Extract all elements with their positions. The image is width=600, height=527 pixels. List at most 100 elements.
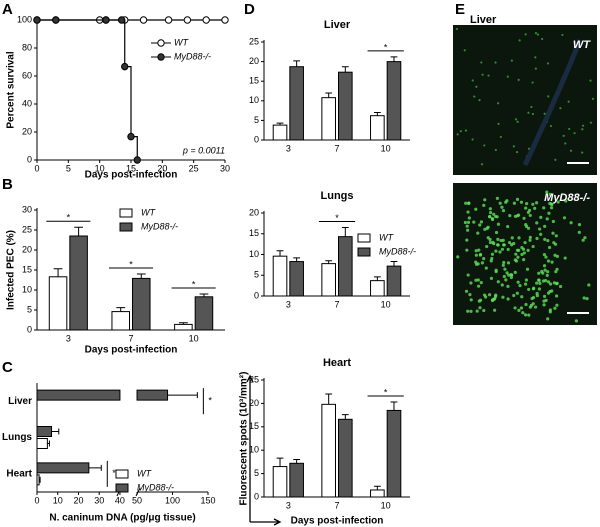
x-tick-label: 7 bbox=[334, 299, 339, 309]
fluorescence-dot bbox=[459, 130, 462, 133]
fluorescence-dot bbox=[552, 281, 557, 285]
fluorescence-dot bbox=[474, 249, 478, 253]
fluorescence-dot bbox=[551, 219, 555, 224]
x-tick-label: 7 bbox=[334, 143, 339, 153]
fluorescence-dot bbox=[478, 223, 482, 227]
fluorescence-dot bbox=[500, 205, 504, 209]
y-tick-label: 0 bbox=[27, 154, 32, 164]
error-bar bbox=[276, 122, 284, 126]
significance-star: * bbox=[208, 396, 212, 406]
y-tick-label: 80 bbox=[22, 42, 32, 52]
fluorescence-dot bbox=[537, 278, 541, 282]
fluorescence-dot bbox=[553, 306, 557, 310]
fluorescence-dot bbox=[487, 74, 490, 77]
fluorescence-dot bbox=[547, 95, 550, 98]
fluorescence-dot bbox=[485, 226, 489, 230]
fluorescence-dot bbox=[516, 214, 520, 218]
fluorescence-dot bbox=[561, 33, 564, 37]
fluorescence-dot bbox=[525, 267, 530, 271]
fluorescence-dot bbox=[465, 224, 469, 228]
fluorescence-dot bbox=[577, 230, 581, 235]
x-tick-label: 50 bbox=[132, 495, 142, 505]
fluorescence-dot bbox=[545, 217, 549, 221]
legend-label: MyD88-/- bbox=[174, 51, 211, 61]
fluorescence-dot bbox=[496, 280, 500, 284]
fluorescence-dot bbox=[488, 215, 492, 219]
x-tick-label: 3 bbox=[286, 299, 291, 309]
bar bbox=[36, 426, 53, 437]
fluorescence-dot bbox=[502, 243, 506, 247]
error-bar bbox=[341, 227, 349, 237]
fluorescence-dot bbox=[506, 284, 510, 289]
fluorescence-dot bbox=[542, 299, 546, 303]
fluorescence-dot bbox=[474, 278, 478, 282]
fluorescence-dot bbox=[499, 135, 502, 139]
fluorescence-dot bbox=[539, 215, 543, 219]
error-bar bbox=[276, 250, 284, 257]
y-tick-label: 60 bbox=[22, 70, 32, 80]
fluorescence-dot bbox=[544, 255, 548, 259]
fluorescence-dot bbox=[546, 291, 551, 295]
fluorescence-dot bbox=[524, 33, 527, 36]
fluorescence-dot bbox=[510, 273, 514, 277]
bar bbox=[174, 323, 193, 331]
fluorescence-dot bbox=[506, 261, 511, 265]
error-bar bbox=[390, 261, 398, 267]
fluorescence-dot bbox=[480, 261, 485, 265]
fluorescence-dot bbox=[495, 196, 499, 200]
fluorescence-dot bbox=[547, 245, 552, 250]
fluorescence-dot bbox=[536, 33, 540, 36]
fluorescence-dot bbox=[531, 295, 536, 300]
fluorescence-dot bbox=[524, 278, 528, 282]
fluorescence-dot bbox=[510, 236, 514, 240]
y-tick-label: 15 bbox=[22, 264, 32, 274]
bar bbox=[272, 255, 288, 297]
fluorescence-dot bbox=[471, 79, 474, 82]
fluorescence-dot bbox=[506, 75, 509, 78]
fluorescence-dot bbox=[482, 203, 486, 207]
image-label: MyD88-/- bbox=[544, 192, 590, 204]
fluorescence-dot bbox=[501, 208, 506, 213]
fluorescence-dot bbox=[455, 27, 459, 31]
x-tick-label: 10 bbox=[189, 333, 199, 343]
error-bar bbox=[325, 393, 333, 405]
fluorescence-dot bbox=[581, 238, 585, 242]
fluorescence-dot bbox=[545, 190, 549, 194]
fluorescence-dot bbox=[526, 248, 530, 252]
legend-swatch bbox=[115, 483, 129, 493]
fluorescence-dot bbox=[543, 224, 547, 228]
fluorescence-dot bbox=[476, 278, 480, 282]
fluorescence-dot bbox=[484, 295, 488, 299]
fluorescence-dot bbox=[517, 248, 521, 252]
significance-star: * bbox=[335, 213, 339, 223]
fluorescence-dot bbox=[505, 271, 509, 275]
x-tick-label: 0 bbox=[34, 163, 39, 173]
bar bbox=[132, 277, 151, 331]
fluorescence-dot bbox=[479, 220, 484, 224]
fluorescence-dot bbox=[581, 128, 584, 131]
fluorescence-dot bbox=[506, 297, 510, 301]
fluorescence-dot bbox=[531, 244, 535, 249]
y-tick-label: 25 bbox=[22, 224, 32, 234]
fluorescence-dot bbox=[514, 118, 518, 121]
fluorescence-dot bbox=[524, 206, 528, 210]
fluorescence-dot bbox=[476, 284, 481, 288]
y-tick-label: 15 bbox=[249, 76, 259, 86]
fluorescence-dot bbox=[589, 121, 593, 124]
legend-swatch bbox=[115, 469, 129, 479]
fluorescence-dot bbox=[490, 298, 495, 303]
fluorescence-dot bbox=[512, 293, 516, 298]
fluorescence-dot bbox=[483, 144, 486, 147]
fluorescence-dot bbox=[533, 206, 537, 211]
fluorescence-dot bbox=[562, 134, 565, 137]
x-tick-label: 150 bbox=[200, 495, 215, 505]
fluorescence-dot bbox=[542, 264, 547, 268]
error-bar bbox=[341, 66, 349, 73]
significance-star: * bbox=[112, 468, 116, 478]
fluorescence-dot bbox=[507, 240, 512, 245]
fluorescence-dot bbox=[523, 240, 527, 245]
fluorescence-dot bbox=[537, 271, 541, 275]
fluorescence-dot bbox=[535, 236, 539, 241]
fluorescence-dot bbox=[502, 274, 506, 279]
fluorescence-dot bbox=[466, 210, 470, 214]
